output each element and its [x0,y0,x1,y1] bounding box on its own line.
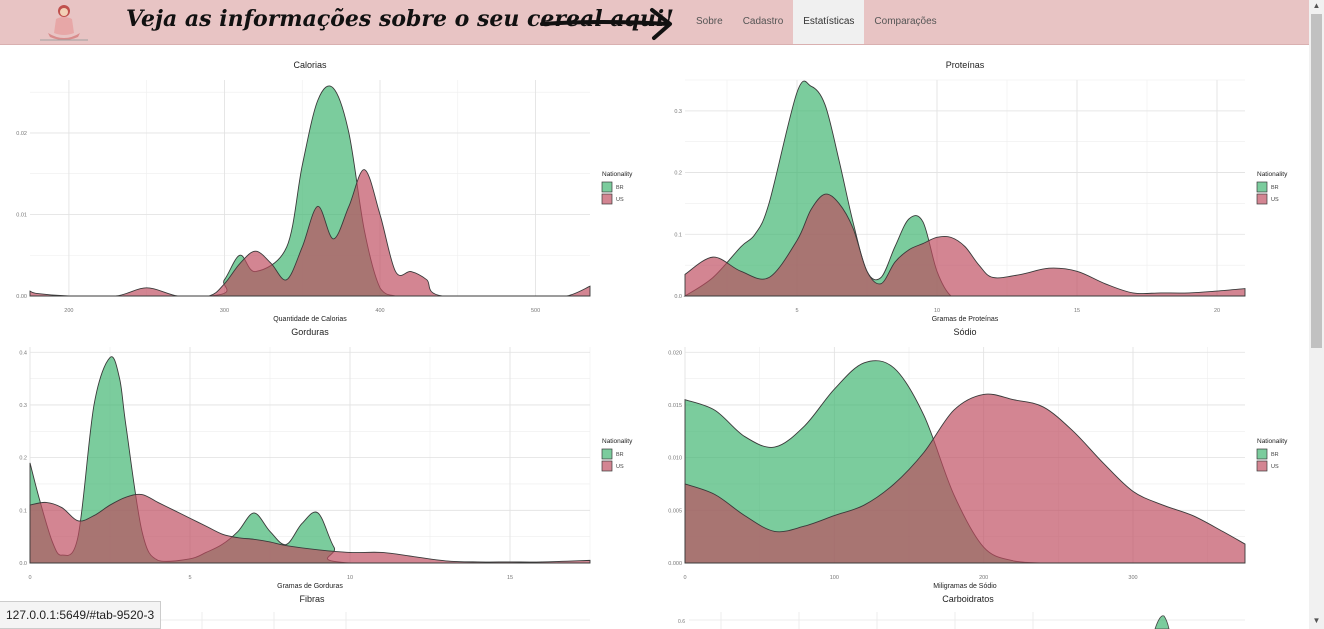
legend-swatch-us [601,460,613,472]
x-tick-label: 300 [220,308,229,314]
cereal-girl-logo [40,5,88,41]
y-tick-label: 0.2 [674,171,682,177]
y-tick-label: 0.020 [668,350,682,356]
x-tick-label: 15 [507,575,513,581]
plot-proteinas: Proteínas Gramas de Proteínas 5 10 15 20 0.0 0.… [655,50,1309,323]
legend-label-br: BR [1271,185,1279,191]
chart-title: Sódio [953,327,976,337]
x-tick-label: 400 [375,308,384,314]
gorduras-svg: Gorduras Gramas de Gorduras 0 5 10 15 0.0 0.1 0.… [19,327,633,590]
calorias-density-us [29,169,591,297]
legend-label-us: US [616,464,624,470]
x-tick-label: 15 [1074,308,1080,314]
plot-calorias: Calorias Quantidade de Calorias 200 300 400 5… [0,50,654,323]
x-tick-label: 20 [1214,308,1220,314]
y-tick-label: 0.000 [668,561,682,567]
x-tick-label: 10 [347,575,353,581]
y-tick-label: 0.02 [16,131,27,137]
tab-sobre[interactable]: Sobre [696,16,723,27]
navbar: Veja as informações sobre o seu cereal a… [0,0,1309,45]
x-axis-label: Miligramas de Sódio [933,583,997,590]
x-tick-label: 10 [934,308,940,314]
legend-swatch-us [601,193,613,205]
x-axis-label: Gramas de Proteínas [932,316,999,323]
y-tick-label: 0.1 [19,508,27,514]
scroll-down-icon[interactable]: ▼ [1312,616,1321,625]
legend-swatch-us [1256,193,1268,205]
legend-label-br: BR [616,185,624,191]
legend-swatch-br [601,181,613,193]
slogan: Veja as informações sobre o seu cereal a… [126,6,674,32]
y-tick-label: 0.0 [19,561,27,567]
x-tick-label: 500 [531,308,540,314]
y-tick-label: 0.005 [668,508,682,514]
sodio-density-us [684,393,1246,564]
y-tick-label: 0.015 [668,403,682,409]
y-tick-label: 0.00 [16,294,27,300]
legend-swatch-br [1256,181,1268,193]
sodio-svg: Sódio Miligramas de Sódio 0 100 200 300 0.000 0… [668,327,1288,590]
legend-label-us: US [616,197,624,203]
tab-comparacoes[interactable]: Comparações [874,16,937,27]
scrollbar-thumb[interactable] [1311,14,1322,348]
fibras-title: Fibras [299,594,325,604]
chart-title: Proteínas [946,60,985,70]
status-bar-url: 127.0.0.1:5649/#tab-9520-3 [0,601,162,629]
x-axis-label: Quantidade de Calorias [273,316,347,323]
y-tick-label: 0.01 [16,212,27,218]
carboidratos-svg: Carboidratos 0.6 [678,594,1245,629]
y-tick-label: 0.6 [678,619,685,625]
chart-title: Gorduras [291,327,329,337]
proteinas-density-us [684,193,1246,297]
legend-swatch-us [1256,460,1268,472]
legend-swatch-br [601,448,613,460]
proteinas-svg: Proteínas Gramas de Proteínas 5 10 15 20 0.0 0.… [674,60,1288,323]
x-tick-label: 5 [795,308,798,314]
x-tick-label: 0 [28,575,31,581]
plot-carboidratos-partial: Carboidratos 0.6 [655,590,1255,629]
carboidratos-title: Carboidratos [942,594,994,604]
x-tick-label: 0 [683,575,686,581]
legend-title: Nationality [602,171,633,178]
legend-label-br: BR [1271,452,1279,458]
plot-gorduras: Gorduras Gramas de Gorduras 0 5 10 15 0.0 0.1 0.… [0,317,654,590]
legend-label-us: US [1271,464,1279,470]
y-tick-label: 0.0 [674,294,682,300]
x-tick-label: 5 [188,575,191,581]
y-tick-label: 0.3 [19,403,27,409]
calorias-svg: Calorias Quantidade de Calorias 200 300 400 5… [16,60,633,323]
legend-swatch-br [1256,448,1268,460]
carboidratos-br-peak [1154,615,1170,629]
scroll-up-icon[interactable]: ▲ [1312,1,1321,10]
x-tick-label: 200 [64,308,73,314]
y-tick-label: 0.1 [674,232,682,238]
x-tick-label: 300 [1128,575,1137,581]
tab-estatisticas[interactable]: Estatísticas [793,0,865,44]
nav-tabs: Sobre Cadastro Estatísticas Comparações [686,0,947,44]
legend-label-us: US [1271,197,1279,203]
y-tick-label: 0.4 [19,350,27,356]
y-tick-label: 0.3 [674,109,682,115]
x-axis-label: Gramas de Gorduras [277,583,343,590]
x-tick-label: 100 [830,575,839,581]
gorduras-density-us [29,493,591,564]
chart-title: Calorias [293,60,327,70]
legend-title: Nationality [1257,171,1288,178]
x-tick-label: 200 [979,575,988,581]
y-tick-label: 0.010 [668,456,682,462]
y-tick-label: 0.2 [19,456,27,462]
tab-cadastro[interactable]: Cadastro [742,16,784,27]
arrow-right-icon [540,8,672,40]
legend-label-br: BR [616,452,624,458]
plot-sodio: Sódio Miligramas de Sódio 0 100 200 300 0.000 0… [655,317,1309,590]
legend-title: Nationality [602,438,633,445]
legend-title: Nationality [1257,438,1288,445]
